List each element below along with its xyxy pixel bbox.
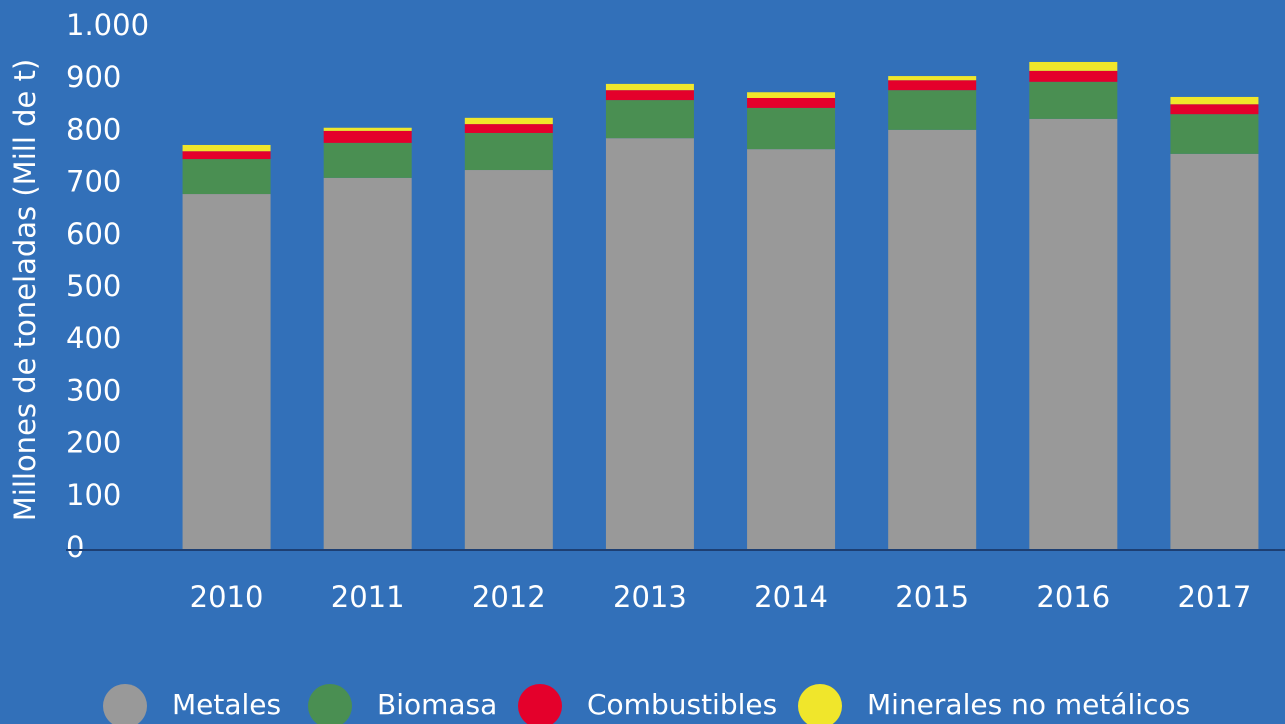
x-tick-label: 2015 [895, 580, 969, 614]
bar-segment [1170, 104, 1259, 115]
bar-segment [464, 117, 553, 125]
bar-segment [1029, 118, 1118, 549]
x-tick-label: 2010 [190, 580, 264, 614]
bar-segment [605, 90, 694, 101]
bar-segment [605, 100, 694, 139]
bar-segment [1029, 70, 1118, 82]
bar-segment [888, 80, 977, 91]
y-tick-label: 1.000 [66, 8, 149, 42]
bar-segment [1029, 61, 1118, 71]
bar-segment [888, 90, 977, 130]
y-tick-label: 500 [66, 269, 121, 303]
x-tick-label: 2016 [1036, 580, 1110, 614]
y-tick-label: 600 [66, 217, 121, 251]
y-axis-label: Millones de toneladas (Mill de t) [8, 59, 42, 522]
y-tick-label: 800 [66, 112, 121, 146]
bar-segment [1029, 81, 1118, 119]
bar-segment [464, 132, 553, 171]
bar-segment [323, 142, 412, 178]
bar-segment [182, 151, 271, 160]
bar-segment [747, 107, 836, 150]
legend-label: Metales [172, 688, 281, 721]
bar-segment [464, 124, 553, 133]
legend-swatch [308, 684, 352, 724]
y-tick-label: 300 [66, 373, 121, 407]
y-tick-label: 400 [66, 321, 121, 355]
bar-segment [323, 177, 412, 549]
bar-segment [1170, 96, 1259, 105]
bar-segment [182, 159, 271, 195]
bar-segment [1170, 153, 1259, 549]
x-tick-label: 2013 [613, 580, 687, 614]
bar-segment [1170, 114, 1259, 154]
bar-segment [605, 138, 694, 549]
bar-segment [747, 149, 836, 549]
bar-segment [182, 194, 271, 550]
x-tick-label: 2014 [754, 580, 828, 614]
y-tick-label: 100 [66, 478, 121, 512]
legend-label: Combustibles [587, 688, 777, 721]
legend-swatch [798, 684, 842, 724]
bar-segment [323, 130, 412, 143]
bar-segment [747, 92, 836, 98]
y-tick-label: 0 [66, 530, 84, 564]
bar-segment [464, 170, 553, 549]
legend-label: Minerales no metálicos [867, 688, 1190, 721]
y-tick-label: 200 [66, 426, 121, 460]
bar-segment [323, 127, 412, 131]
legend-swatch [103, 684, 147, 724]
y-tick-label: 700 [66, 165, 121, 199]
bar-segment [888, 129, 977, 550]
legend-label: Biomasa [377, 688, 497, 721]
y-tick-label: 900 [66, 60, 121, 94]
bar-segment [888, 76, 977, 81]
bar-segment [182, 144, 271, 152]
x-tick-label: 2017 [1178, 580, 1252, 614]
x-tick-label: 2011 [331, 580, 405, 614]
bar-segment [605, 83, 694, 91]
legend-swatch [518, 684, 562, 724]
bar-segment [747, 97, 836, 108]
x-tick-label: 2012 [472, 580, 546, 614]
